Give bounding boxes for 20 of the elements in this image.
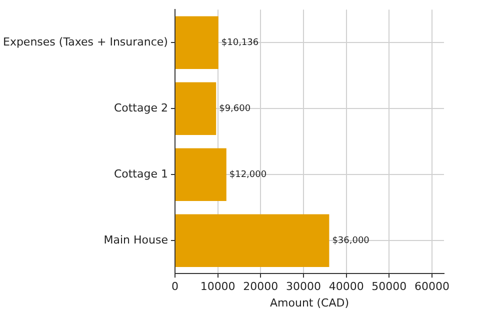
bar (175, 214, 330, 267)
x-tick-label: 50000 (372, 280, 407, 294)
y-tick-label: Cottage 2 (114, 101, 168, 114)
x-tick-label: 10000 (200, 280, 236, 294)
bar (175, 148, 226, 201)
x-axis-title: Amount (CAD) (270, 296, 349, 310)
data-label: $9,600 (219, 104, 251, 114)
data-label: $12,000 (229, 170, 267, 180)
data-label: $36,000 (332, 236, 370, 246)
y-tick-label: Expenses (Taxes + Insurance) (2, 35, 168, 48)
data-label: $10,136 (221, 38, 259, 48)
x-tick-label: 0 (171, 280, 178, 294)
x-tick-label: 20000 (243, 280, 278, 294)
x-tick-label: 30000 (286, 280, 321, 294)
bar (175, 82, 216, 135)
y-tick-label: Main House (104, 233, 168, 246)
x-tick-label: 40000 (328, 280, 364, 294)
bar (175, 16, 218, 69)
x-tick-label: 60000 (414, 280, 450, 294)
y-tick-label: Cottage 1 (114, 167, 168, 180)
